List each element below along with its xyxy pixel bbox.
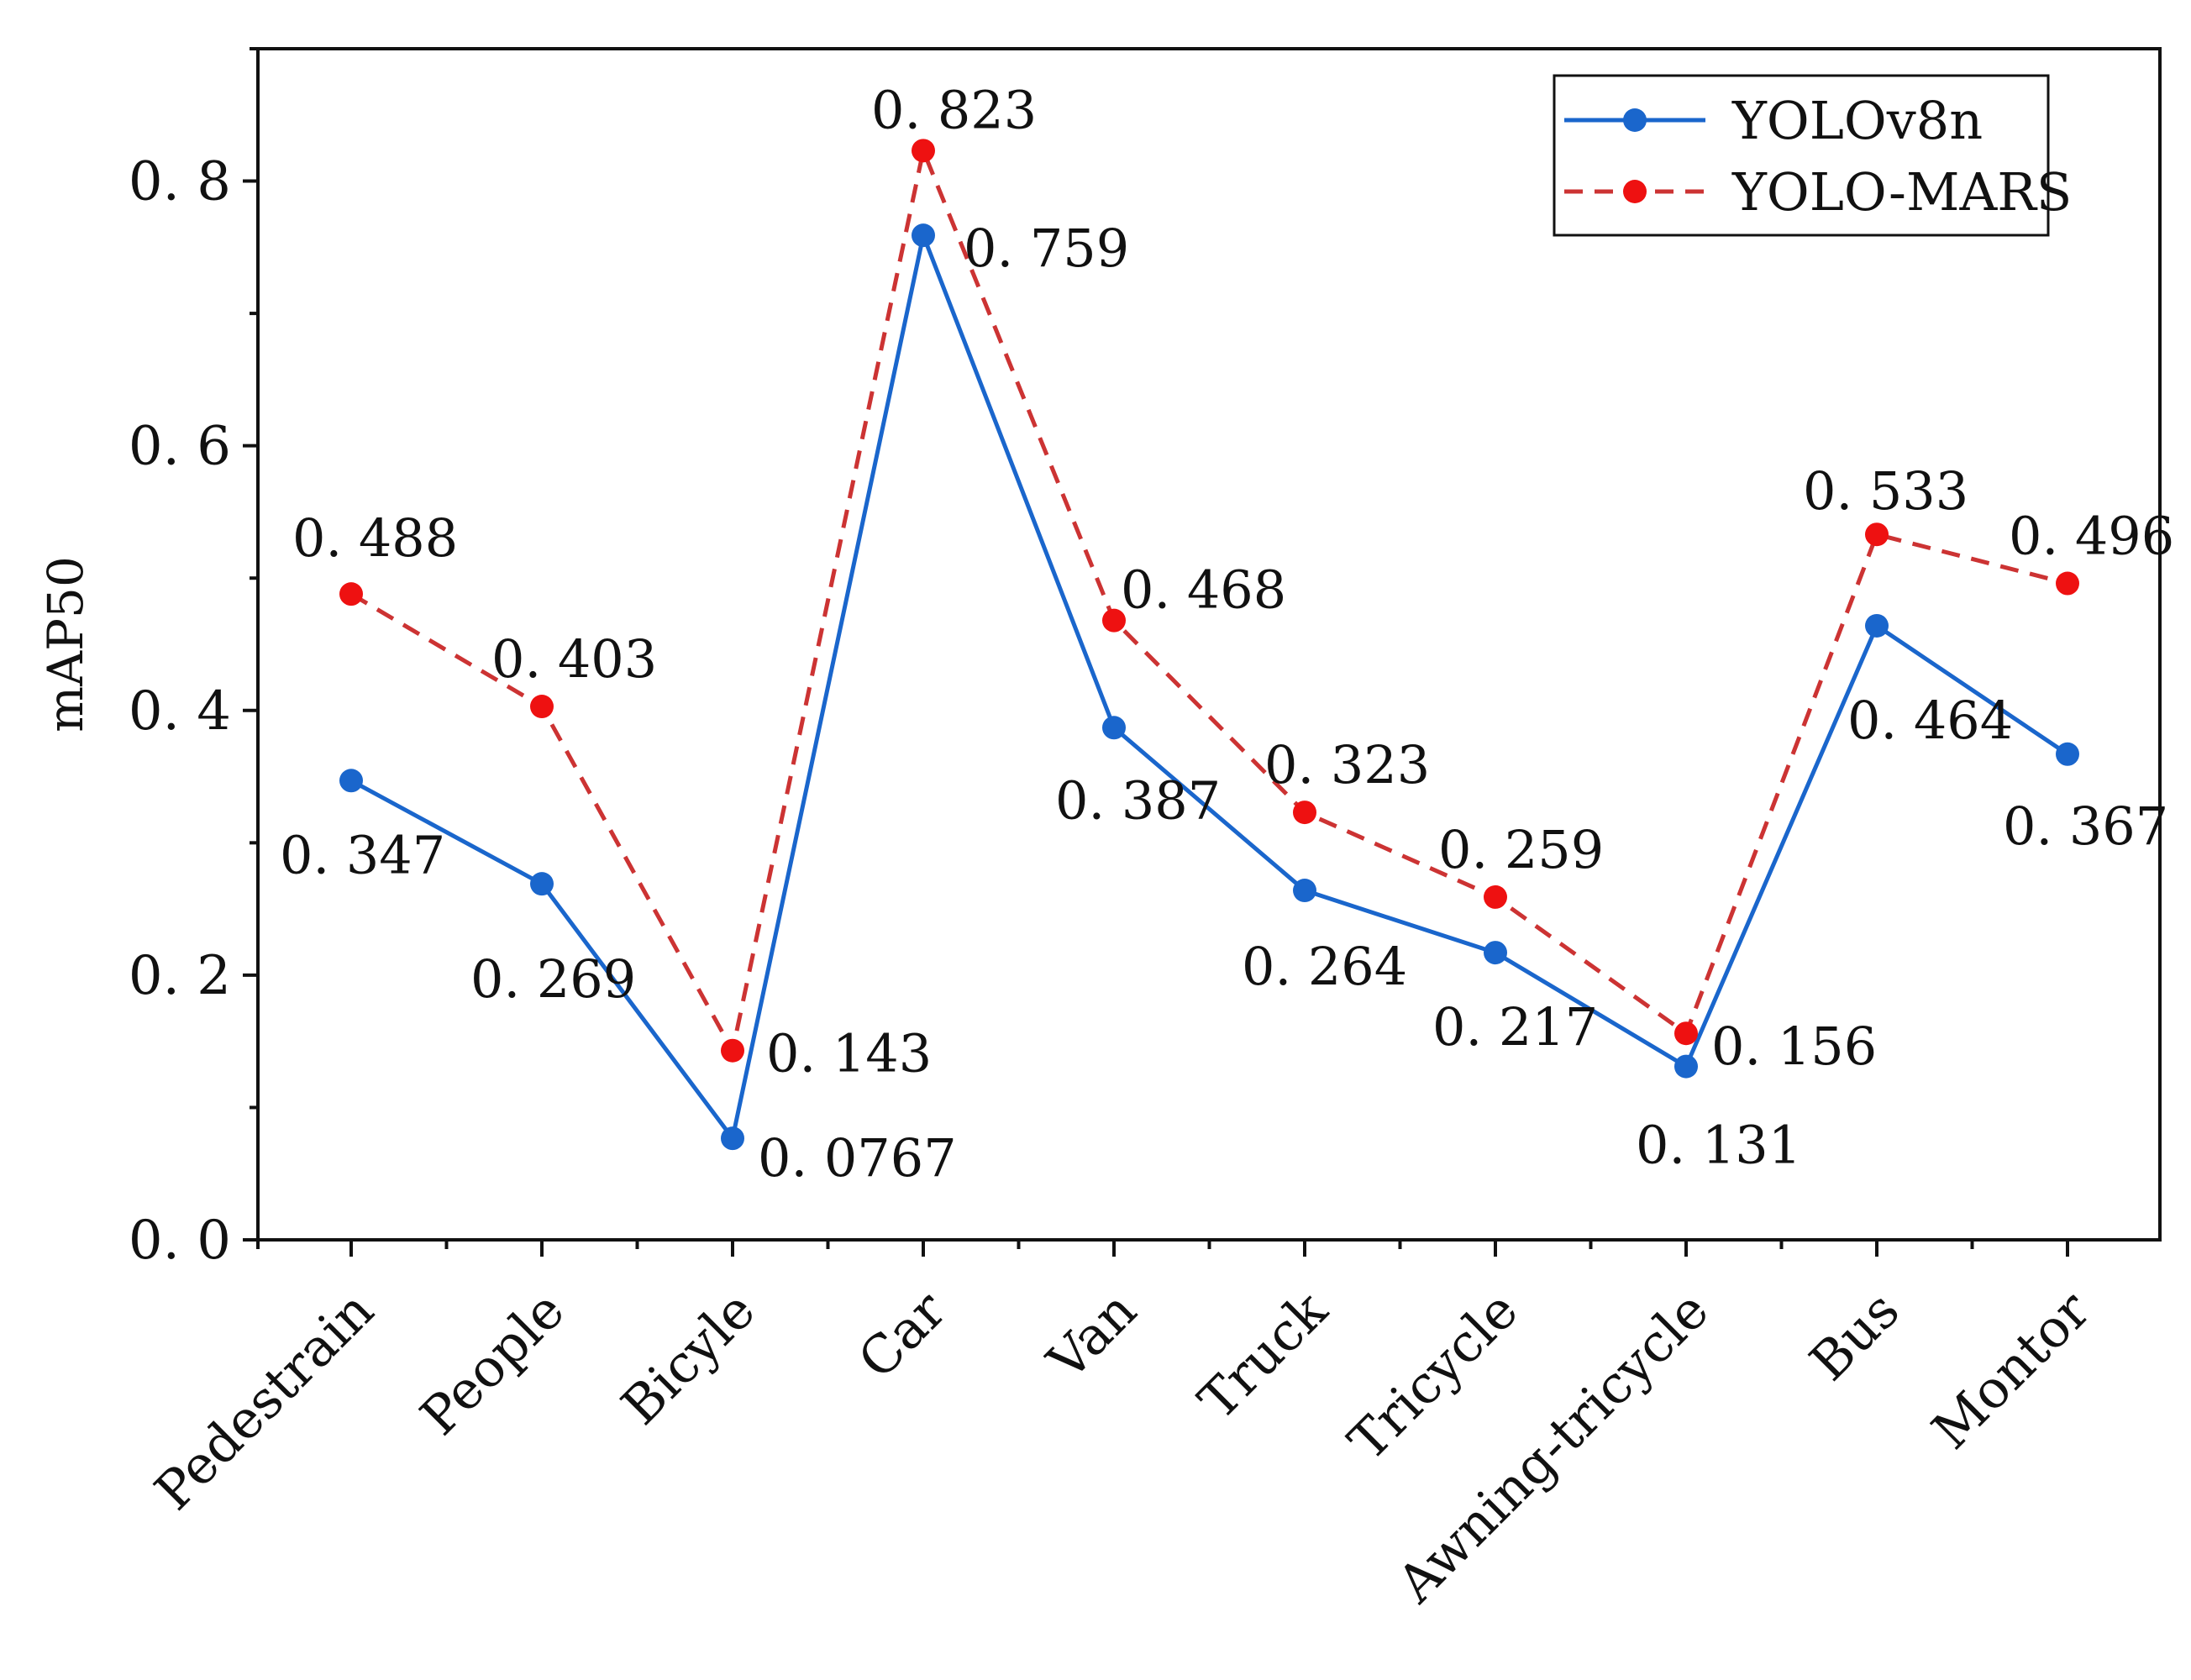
data-label-yolov8n: 0. 347 — [280, 824, 445, 885]
x-category-label: Bicyle — [609, 1279, 766, 1436]
data-point-yolo-mars — [530, 695, 554, 719]
data-label-yolo-mars: 0. 143 — [766, 1023, 932, 1084]
data-label-yolo-mars: 0. 403 — [491, 628, 657, 690]
legend-label-yolov8n: YOLOv8n — [1731, 90, 1983, 151]
legend-marker-yolov8n — [1623, 108, 1647, 132]
series-line-yolov8n — [349, 233, 2069, 1141]
data-point-yolov8n — [721, 1126, 744, 1151]
legend: YOLOv8n YOLO-MARS — [1553, 74, 2072, 237]
data-point-yolo-mars — [721, 1038, 744, 1063]
data-point-yolo-mars — [2056, 571, 2079, 596]
x-category-label: People — [408, 1279, 576, 1447]
y-tick-label: 0. 2 — [129, 945, 231, 1007]
data-label-yolo-mars: 0. 156 — [1711, 1016, 1877, 1077]
y-tick-label: 0. 8 — [129, 151, 231, 213]
legend-box — [1553, 74, 2050, 237]
data-label-yolo-mars: 0. 496 — [2009, 506, 2174, 567]
data-point-yolov8n — [2056, 742, 2079, 766]
data-point-yolov8n — [339, 769, 363, 793]
data-label-yolov8n: 0. 264 — [1242, 936, 1407, 997]
legend-marker-yolo-mars — [1623, 180, 1647, 203]
y-axis: 0. 0 0. 2 0. 4 0. 6 0. 8 — [129, 47, 258, 1272]
data-label-yolo-mars: 0. 488 — [292, 507, 458, 569]
x-category-label: Montor — [1920, 1279, 2101, 1461]
data-point-yolo-mars — [1674, 1021, 1698, 1046]
data-point-yolov8n — [1484, 941, 1507, 965]
data-label-yolov8n: 0. 387 — [1055, 769, 1221, 831]
x-axis: Pedestrain People Bicyle Car Van TruckTricycl… — [143, 1240, 2102, 1614]
x-category-label: Van — [1035, 1279, 1148, 1392]
data-label-yolo-mars: 0. 823 — [871, 79, 1037, 140]
data-label-yolov8n: 0. 367 — [2003, 795, 2168, 857]
data-point-yolo-mars — [1484, 885, 1507, 909]
data-label-yolo-mars: 0. 468 — [1121, 559, 1286, 621]
data-point-yolov8n — [912, 223, 935, 248]
x-category-label: Car — [846, 1279, 958, 1391]
data-point-yolo-mars — [1102, 608, 1126, 633]
data-label-yolo-mars: 0. 533 — [1803, 460, 1968, 522]
data-label-yolov8n: 0. 464 — [1847, 690, 2013, 751]
data-point-yolo-mars — [1293, 801, 1316, 825]
plot-frame — [256, 47, 2162, 1242]
y-tick-label: 0. 0 — [129, 1210, 231, 1272]
data-label-yolov8n: 0. 0767 — [758, 1127, 957, 1189]
x-category-label: Tricycle — [1337, 1279, 1530, 1473]
data-point-yolov8n — [530, 872, 554, 896]
data-point-yolo-mars — [912, 139, 935, 163]
data-point-yolo-mars — [1865, 522, 1889, 547]
x-category-label: Pedestrain — [143, 1279, 386, 1522]
data-point-yolo-mars — [339, 582, 363, 606]
x-category-label: Truck — [1186, 1279, 1338, 1431]
data-point-yolov8n — [1674, 1054, 1698, 1079]
data-label-yolo-mars: 0. 259 — [1438, 819, 1604, 880]
data-point-yolov8n — [1865, 613, 1889, 638]
y-axis-title: mAP50 — [37, 556, 94, 732]
data-label-yolov8n: 0. 131 — [1636, 1115, 1801, 1176]
data-point-yolov8n — [1293, 879, 1316, 903]
data-point-yolov8n — [1102, 716, 1126, 740]
series-layer — [339, 139, 2079, 1151]
x-category-label: Bus — [1798, 1279, 1911, 1393]
y-tick-label: 0. 6 — [129, 416, 231, 478]
data-label-yolov8n: 0. 217 — [1432, 996, 1598, 1058]
data-label-yolov8n: 0. 759 — [964, 218, 1129, 279]
data-label-yolo-mars: 0. 323 — [1264, 734, 1430, 795]
y-tick-label: 0. 4 — [129, 680, 231, 743]
data-labels: 0. 347 0. 269 0. 0767 0. 759 0. 387 0. 264 0. … — [280, 79, 2174, 1189]
legend-label-yolo-mars: YOLO-MARS — [1731, 161, 2072, 223]
data-label-yolov8n: 0. 269 — [470, 948, 636, 1010]
